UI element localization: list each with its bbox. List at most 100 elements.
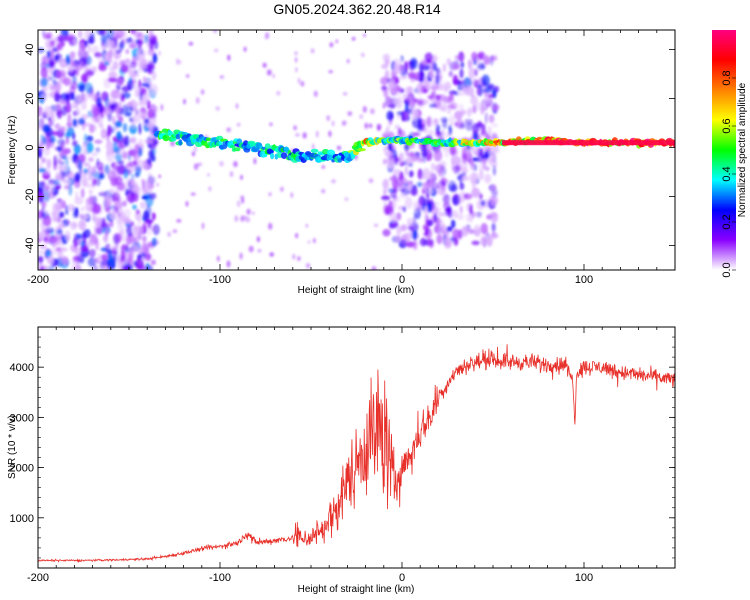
noise-blob: [40, 67, 48, 79]
noise-blob: [391, 71, 397, 79]
noise-blob: [400, 55, 404, 63]
noise-blob: [68, 184, 73, 196]
ridge-blob: [337, 158, 343, 163]
noise-blob: [403, 232, 411, 243]
noise-blob: [264, 35, 270, 40]
noise-blob: [433, 118, 439, 124]
noise-blob: [298, 77, 300, 84]
noise-blob: [401, 224, 407, 232]
noise-blob: [328, 130, 332, 137]
noise-blob: [305, 262, 311, 269]
noise-blob: [421, 145, 428, 158]
noise-blob: [215, 106, 220, 111]
noise-blob: [437, 212, 447, 217]
noise-blob: [405, 156, 413, 164]
noise-blob: [245, 216, 251, 223]
noise-blob: [122, 92, 131, 99]
noise-blob: [148, 30, 154, 40]
noise-blob: [118, 196, 124, 201]
noise-blob: [118, 141, 124, 149]
noise-blob: [65, 30, 69, 38]
noise-blob: [190, 192, 196, 196]
noise-blob: [88, 175, 94, 181]
figure-title: GN05.2024.362.20.48.R14: [273, 1, 441, 17]
noise-blob: [61, 165, 67, 172]
noise-blob: [405, 86, 409, 94]
noise-blob: [469, 211, 473, 223]
noise-blob: [411, 117, 421, 129]
noise-blob: [383, 199, 387, 206]
noise-blob: [69, 221, 78, 231]
noise-blob: [77, 159, 83, 170]
noise-blob: [419, 237, 427, 247]
noise-blob: [50, 49, 55, 59]
noise-blob: [135, 235, 140, 247]
noise-blob: [114, 120, 123, 128]
noise-blob: [418, 82, 424, 90]
noise-blob: [426, 238, 431, 247]
noise-blob: [455, 119, 464, 129]
y-tick-label: 0: [24, 144, 36, 150]
noise-blob: [321, 189, 326, 194]
noise-blob: [396, 97, 403, 109]
noise-blob: [347, 111, 353, 116]
noise-blob: [444, 237, 452, 249]
noise-blob: [80, 206, 85, 212]
noise-blob: [368, 123, 373, 128]
noise-blob: [130, 136, 137, 144]
x-tick-label: 100: [575, 274, 593, 286]
noise-blob: [65, 136, 70, 145]
noise-blob: [487, 83, 495, 90]
noise-blob: [368, 178, 374, 184]
noise-blob: [122, 151, 128, 160]
noise-blob: [150, 225, 157, 232]
noise-blob: [107, 40, 115, 49]
noise-blob: [213, 48, 219, 53]
noise-blob: [94, 216, 102, 227]
noise-blob: [448, 70, 453, 77]
noise-blob: [45, 250, 52, 258]
noise-blob: [331, 120, 335, 127]
noise-blob: [100, 254, 108, 261]
noise-blob: [71, 75, 77, 84]
noise-blob: [72, 140, 78, 147]
noise-blob: [435, 94, 441, 101]
noise-blob: [387, 188, 396, 193]
noise-blob: [447, 180, 457, 192]
noise-blob: [193, 145, 198, 153]
noise-blob: [61, 151, 68, 156]
noise-blob: [459, 103, 464, 112]
noise-blob: [490, 196, 499, 206]
noise-blob: [42, 215, 52, 227]
noise-blob: [55, 70, 62, 79]
noise-blob: [388, 211, 398, 223]
noise-blob: [72, 206, 76, 219]
spectrogram-frame: [37, 29, 676, 271]
noise-blob: [460, 109, 467, 115]
colorbar: 0.0 0.2 0.4 0.6 0.8 Normalized spectral ampl…: [712, 30, 748, 278]
noise-blob: [52, 79, 58, 86]
noise-blob: [121, 265, 129, 270]
snr-line: [38, 344, 675, 564]
noise-blob: [70, 81, 79, 90]
noise-blob: [114, 200, 119, 207]
noise-blob: [459, 68, 464, 79]
noise-blob: [44, 209, 49, 216]
noise-blob: [382, 102, 386, 109]
noise-blob: [121, 232, 127, 243]
noise-blob: [491, 222, 496, 233]
noise-blob: [394, 235, 402, 244]
noise-blob: [60, 93, 69, 101]
colorbar-tick-label: 0.0: [721, 262, 733, 277]
noise-blob: [413, 201, 418, 213]
noise-blob: [77, 48, 85, 59]
noise-blob: [431, 90, 436, 97]
noise-blob: [41, 55, 49, 66]
noise-blob: [385, 59, 391, 65]
noise-blob: [100, 190, 104, 197]
noise-blob: [470, 95, 478, 106]
noise-blob: [70, 53, 75, 60]
noise-blob: [78, 84, 86, 93]
noise-blob: [226, 260, 231, 268]
noise-blob: [408, 162, 414, 167]
